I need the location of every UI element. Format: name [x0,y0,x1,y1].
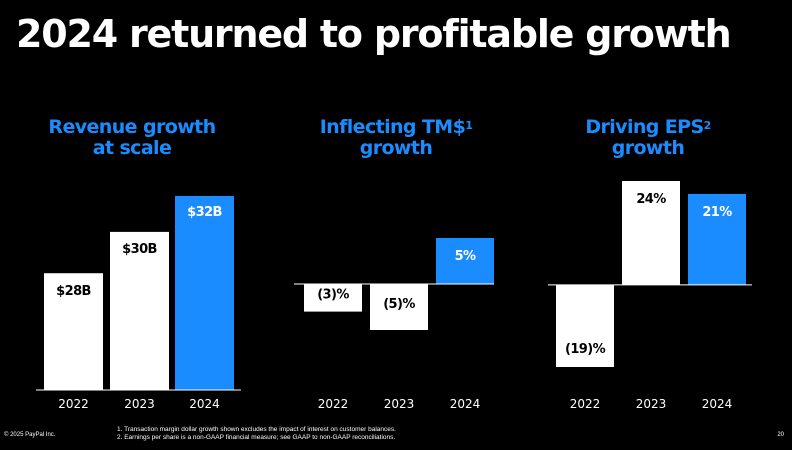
panel-title-revenue-line1: Revenue growth [48,116,216,138]
copyright: © 2025 PayPal Inc. [4,432,56,438]
panel-title-tm-line2: growth [359,137,433,159]
bar-chart2-2023 [370,284,428,330]
category-label-chart1-2023: 2023 [124,397,155,411]
data-label-chart1-2022: $28B [56,284,91,299]
category-label-chart2-2022: 2022 [318,397,349,411]
bar-chart1-2024 [175,195,234,390]
footnote-2: 2. Earnings per share is a non-GAAP fina… [117,434,396,441]
footnote-1: 1. Transaction margin dollar growth show… [117,426,396,433]
bar-chart3-2024 [688,193,746,285]
bar-chart3-2022 [556,284,614,367]
data-label-chart1-2024: $32B [187,205,222,220]
data-label-chart3-2024: 21% [702,205,732,220]
panel-title-eps-line1: Driving EPS [585,116,704,138]
category-label-chart1-2024: 2024 [189,397,220,411]
footnotes: 1. Transaction margin dollar growth show… [117,426,396,442]
page-number: 20 [777,432,784,438]
category-label-chart3-2023: 2023 [636,397,667,411]
panel-title-eps-line2: growth [611,137,685,159]
data-label-chart3-2022: (19)% [565,342,606,357]
data-label-chart2-2023: (5)% [383,297,415,312]
panel-title-revenue-line2: at scale [92,137,172,159]
bar-chart1-2022 [44,273,103,390]
data-label-chart2-2024: 5% [455,249,476,264]
data-label-chart3-2023: 24% [636,192,666,207]
data-label-chart2-2022: (3)% [317,287,349,302]
bar-chart1-2023 [110,231,169,390]
panel-title-eps: Driving EPS2 growth [548,117,748,159]
bar-chart2-2022 [304,284,362,312]
category-label-chart2-2023: 2023 [384,397,415,411]
bar-chart2-2024 [436,238,494,284]
data-label-chart1-2023: $30B [122,242,157,257]
panel-title-tm: Inflecting TM$1 growth [296,117,496,159]
panel-title-tm-line1: Inflecting TM$ [319,116,466,138]
category-label-chart3-2024: 2024 [702,397,733,411]
panel-title-revenue: Revenue growth at scale [32,117,232,159]
category-label-chart1-2022: 2022 [58,397,89,411]
bar-chart3-2023 [622,181,680,285]
page-title: 2024 returned to profitable growth [16,12,732,56]
category-label-chart3-2022: 2022 [570,397,601,411]
category-label-chart2-2024: 2024 [450,397,481,411]
footnote-ref-1: 1 [465,119,473,132]
footnote-ref-2: 2 [703,119,712,132]
